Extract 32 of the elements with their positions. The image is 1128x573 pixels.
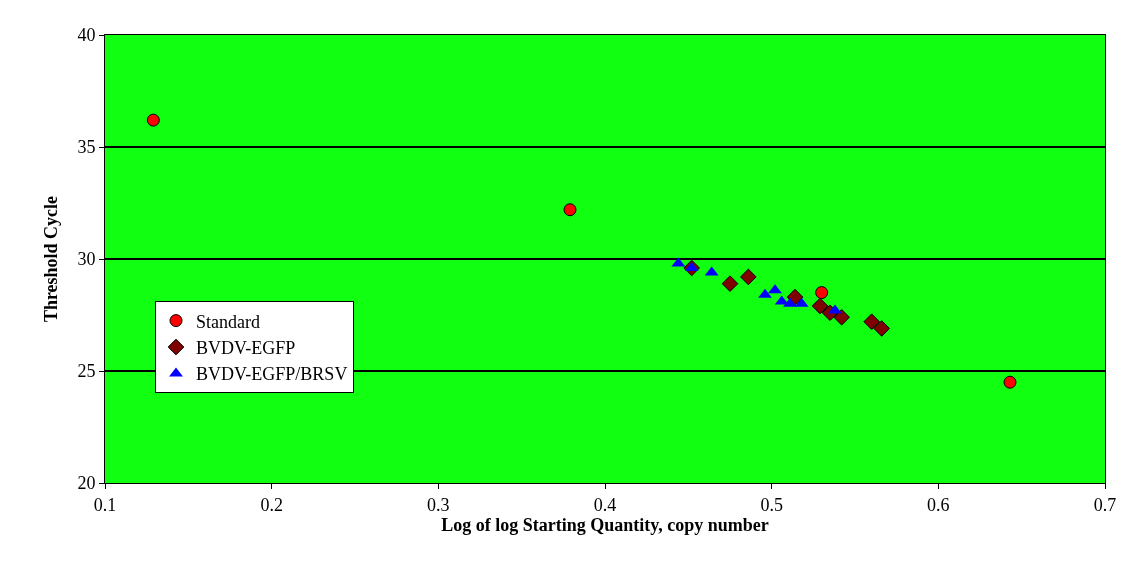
point bbox=[811, 297, 829, 315]
point bbox=[815, 286, 829, 300]
point bbox=[783, 297, 797, 307]
point bbox=[828, 304, 842, 314]
point bbox=[768, 284, 782, 294]
y-tick-label: 25 bbox=[77, 361, 96, 382]
point bbox=[740, 268, 757, 286]
x-axis-title: Log of log Starting Quantity, copy number bbox=[441, 514, 769, 535]
point bbox=[1003, 375, 1017, 389]
x-tick-label: 0.1 bbox=[93, 494, 117, 515]
point bbox=[721, 275, 739, 292]
y-tick-label: 20 bbox=[77, 473, 96, 494]
legend-label: BVDV-EGFP/BRSV bbox=[196, 364, 348, 385]
point bbox=[863, 313, 880, 331]
point bbox=[833, 308, 850, 326]
y-tick-label: 40 bbox=[77, 25, 96, 46]
x-tick-label: 0.4 bbox=[593, 494, 617, 515]
legend-label: BVDV-EGFP bbox=[196, 338, 296, 359]
y-tick-label: 35 bbox=[77, 137, 96, 158]
point bbox=[786, 288, 804, 306]
point bbox=[146, 113, 160, 127]
x-tick-label: 0.3 bbox=[427, 494, 450, 515]
x-tick-label: 0.2 bbox=[260, 494, 283, 515]
legend-label: Standard bbox=[196, 311, 260, 332]
point bbox=[563, 203, 577, 217]
x-tick-label: 0.6 bbox=[927, 494, 950, 515]
x-tick-label: 0.7 bbox=[1093, 494, 1117, 515]
point bbox=[758, 288, 772, 298]
point bbox=[873, 320, 890, 337]
y-axis-title: Threshold Cycle bbox=[40, 195, 61, 323]
x-tick-label: 0.5 bbox=[760, 494, 783, 515]
y-tick-label: 30 bbox=[77, 249, 96, 270]
